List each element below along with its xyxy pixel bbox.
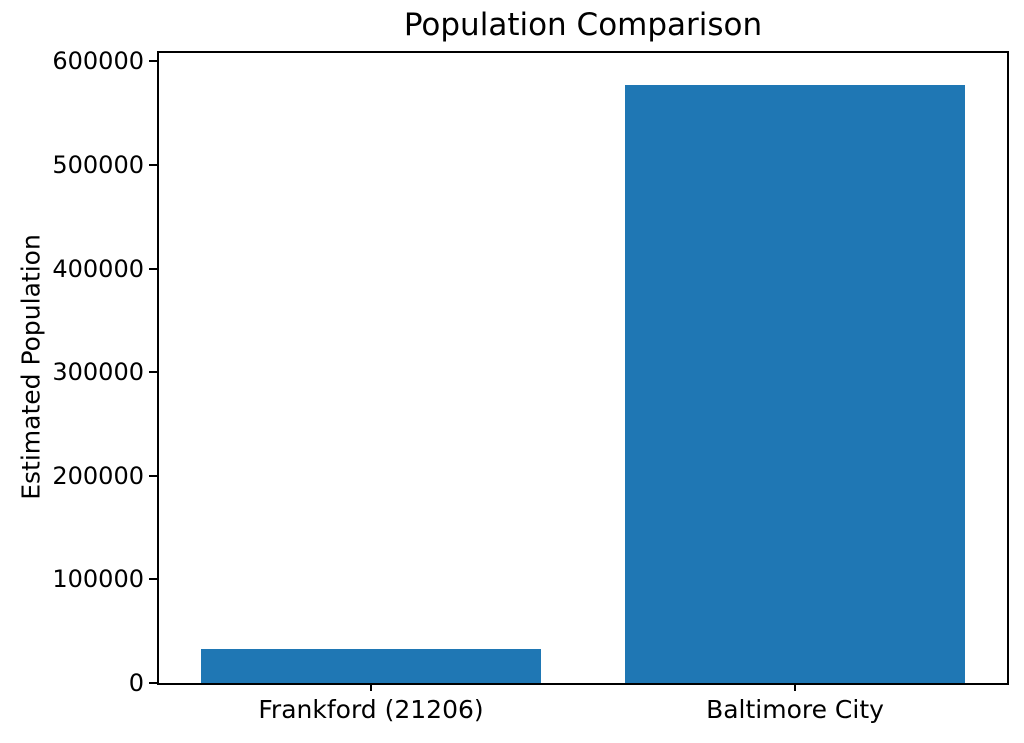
y-tick-mark (149, 474, 157, 477)
y-axis-label: Estimated Population (16, 234, 46, 500)
y-tick-label: 300000 (52, 358, 144, 387)
x-tick-mark (794, 683, 796, 691)
y-tick-label: 200000 (52, 461, 144, 490)
x-tick-label: Baltimore City (706, 695, 884, 724)
y-tick-mark (149, 163, 157, 166)
y-tick-label: 0 (128, 669, 144, 697)
y-tick-label: 600000 (52, 47, 144, 76)
y-tick-mark (149, 578, 157, 581)
chart-title: Population Comparison (403, 7, 763, 43)
y-tick-mark (149, 60, 157, 63)
y-tick-mark (149, 267, 157, 270)
bar-baltimore-city (625, 85, 965, 683)
x-tick-mark (370, 683, 372, 691)
x-tick-label: Frankford (21206) (258, 695, 484, 724)
y-tick-mark (149, 371, 157, 374)
y-tick-mark (149, 682, 157, 684)
bar-frankford (201, 648, 541, 683)
y-tick-label: 500000 (52, 150, 144, 179)
plot-area: 0 100000 200000 300000 400000 500000 600000 Fra… (52, 49, 1009, 723)
y-tick-label: 100000 (52, 565, 144, 594)
y-tick-label: 400000 (52, 254, 144, 283)
